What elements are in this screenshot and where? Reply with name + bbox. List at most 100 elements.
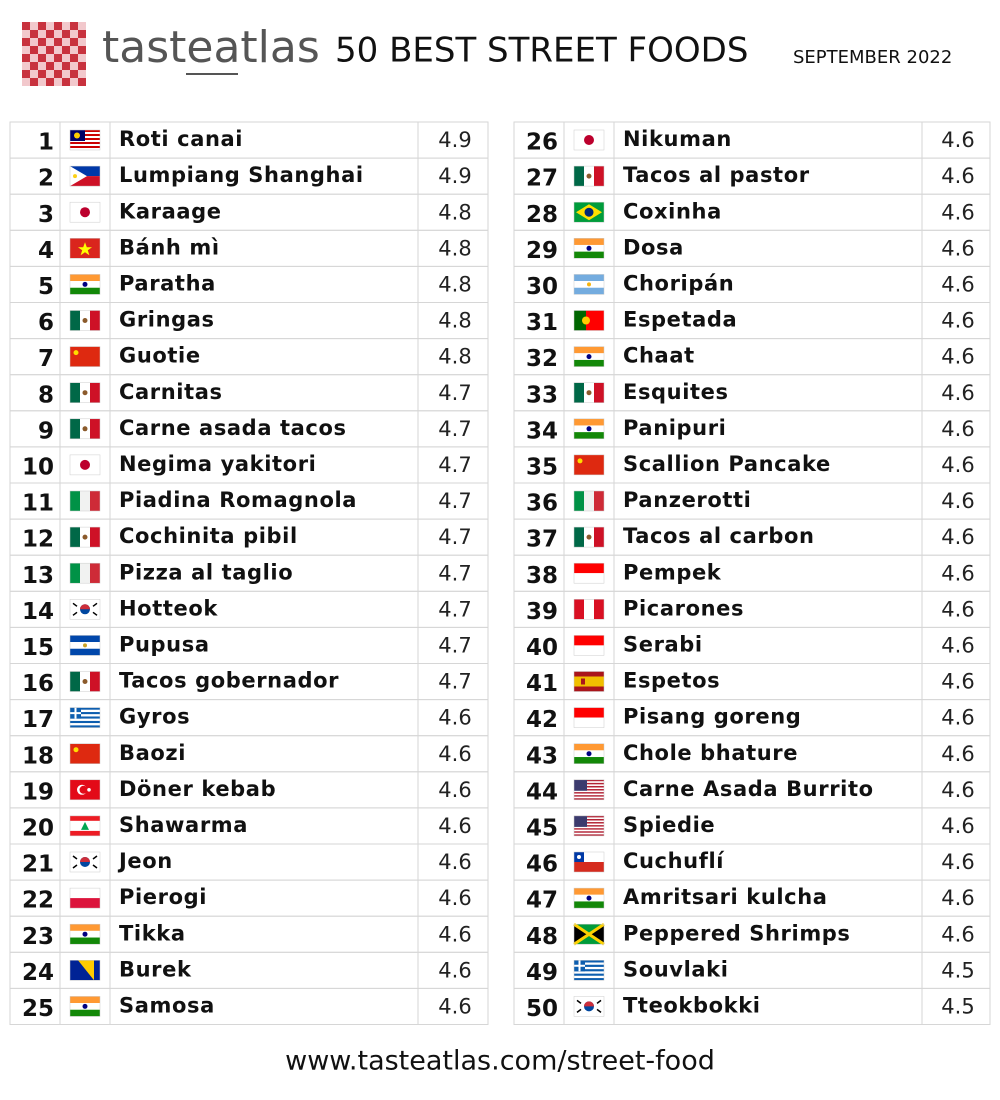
flag-border	[69, 923, 101, 945]
rank: 2	[38, 166, 54, 192]
logo-cell	[38, 22, 46, 30]
flag-part	[90, 382, 100, 403]
flag-part	[70, 720, 100, 724]
logo-cell	[22, 22, 30, 30]
flag	[69, 274, 101, 295]
flag-part	[574, 238, 604, 245]
food-name: Samosa	[119, 993, 215, 1017]
table-row: 41 Espetos 4.6	[513, 663, 991, 701]
logo-cell	[70, 30, 78, 38]
flag	[573, 815, 605, 837]
flag-part	[574, 960, 604, 963]
flag-part	[574, 491, 584, 511]
flag-part	[80, 459, 90, 470]
flag-part	[72, 602, 98, 616]
logo-cell	[46, 70, 54, 78]
flag-border	[573, 382, 605, 403]
flag-part	[70, 1009, 100, 1017]
food-name: Roti canai	[119, 127, 243, 151]
table-row: 16 Tacos gobernador 4.7	[9, 663, 489, 701]
rank: 6	[38, 310, 54, 336]
flag-part	[574, 454, 604, 475]
food-name: Panipuri	[623, 416, 726, 440]
flag-part	[70, 707, 100, 710]
rating: 4.6	[941, 381, 974, 405]
table-row: 14 Hotteok 4.7	[9, 590, 489, 628]
flag-part	[574, 852, 604, 862]
flag-part	[574, 822, 604, 824]
flag-part	[574, 382, 584, 403]
flag	[69, 923, 101, 945]
flag-part	[574, 793, 604, 796]
flag-part	[574, 779, 587, 791]
table-row: 29 Dosa 4.6	[513, 229, 991, 267]
footer-url: www.tasteatlas.com/street-food	[285, 1046, 715, 1077]
food-name: Serabi	[623, 632, 703, 656]
flag-part	[574, 831, 604, 833]
rating: 4.6	[941, 345, 974, 369]
logo-cell	[70, 46, 78, 54]
food-name: Piadina Romagnola	[119, 488, 357, 512]
flag-part	[574, 888, 604, 895]
table-row: 40 Serabi 4.6	[513, 626, 991, 665]
rank: 14	[22, 599, 54, 625]
table-row: 28 Coxinha 4.6	[513, 193, 991, 231]
flag-part	[82, 931, 88, 937]
rating: 4.9	[438, 128, 471, 152]
food-name: Tacos gobernador	[119, 669, 339, 693]
flag	[573, 129, 605, 151]
table-row: 42 Pisang goreng 4.6	[513, 699, 991, 737]
logo-cell	[38, 46, 46, 54]
rank: 22	[22, 888, 54, 914]
date: SEPTEMBER 2022	[793, 47, 952, 68]
flag	[573, 743, 605, 764]
flag-part	[90, 563, 100, 584]
flag-part	[594, 491, 604, 511]
flag	[573, 165, 605, 187]
food-name: Carnitas	[119, 380, 223, 404]
flag	[69, 743, 101, 764]
flag-part	[574, 962, 604, 965]
rating: 4.6	[941, 742, 974, 766]
rating: 4.8	[438, 345, 471, 369]
flag-part	[70, 491, 80, 511]
flag-part	[70, 830, 100, 836]
flag-part	[574, 287, 604, 295]
flag-border	[573, 707, 605, 728]
cell	[921, 987, 991, 1026]
flag-part	[82, 426, 88, 432]
flag	[573, 851, 605, 873]
flag-part	[594, 527, 604, 548]
flag	[69, 599, 101, 620]
rank: 38	[526, 563, 558, 589]
rank: 9	[38, 418, 54, 444]
flag	[69, 562, 101, 584]
table-row: 18 Baozi 4.6	[9, 735, 489, 773]
rating: 4.8	[438, 272, 471, 296]
table-row: 47 Amritsari kulcha 4.6	[513, 879, 991, 917]
flag-part	[82, 390, 88, 396]
rank: 44	[526, 779, 558, 805]
rank: 12	[22, 527, 54, 553]
flag-part	[82, 534, 88, 540]
flag-border	[69, 238, 101, 259]
logo-cell	[62, 70, 70, 78]
table-row: 39 Picarones 4.6	[513, 590, 991, 628]
flag	[69, 418, 101, 440]
flag-border	[69, 887, 101, 909]
logo-cell	[30, 54, 38, 62]
flag	[573, 960, 605, 981]
flag-part	[80, 207, 90, 218]
food-name: Nikuman	[623, 127, 732, 151]
flag-part	[70, 924, 100, 931]
logo-cell	[62, 30, 70, 38]
table-row: 15 Pupusa 4.7	[9, 626, 489, 665]
rank: 26	[526, 130, 558, 156]
food-name: Guotie	[119, 344, 201, 368]
flag-part	[584, 207, 594, 217]
flag-part	[574, 796, 604, 799]
rank: 3	[38, 202, 54, 228]
food-name: Negima yakitori	[119, 452, 316, 476]
flag-part	[574, 823, 604, 826]
flag	[573, 635, 605, 656]
